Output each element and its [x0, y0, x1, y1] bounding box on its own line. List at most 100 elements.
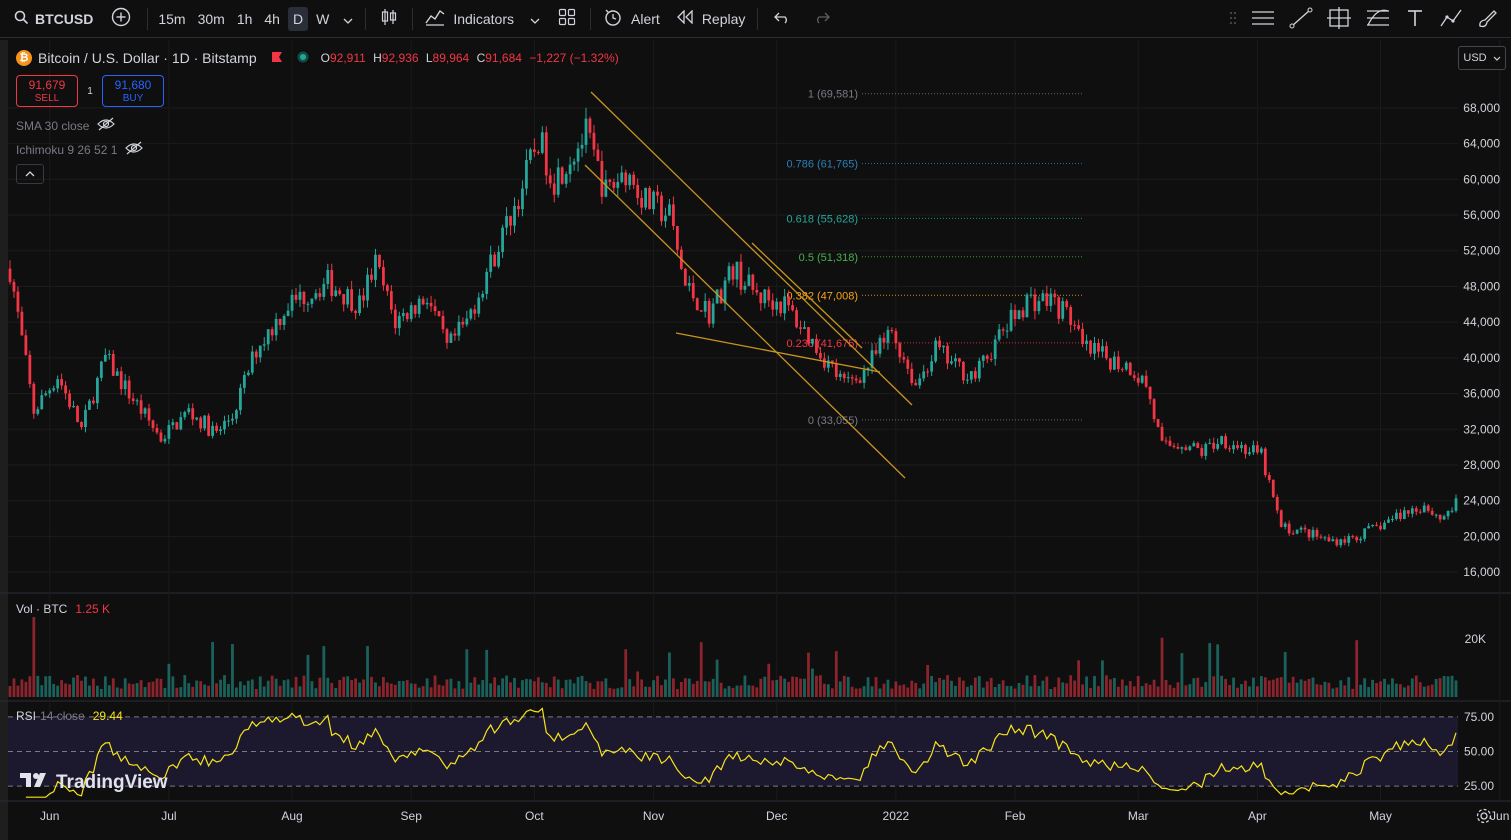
candle-body	[338, 290, 342, 295]
price-chart[interactable]: 1 (69,581) 0.786 (61,765) 0.618 (55,628) 0.…	[0, 40, 1511, 840]
candle-body	[926, 371, 930, 373]
symbol-search[interactable]: BTCUSD	[0, 0, 99, 38]
timeframe-d[interactable]: D	[287, 6, 309, 31]
crosshair-box-icon[interactable]	[1327, 6, 1351, 32]
volume-bar	[139, 680, 143, 697]
candle-body	[954, 358, 957, 362]
templates-button[interactable]	[548, 0, 586, 38]
volume-bar	[469, 682, 473, 697]
pattern-tool-icon[interactable]	[1439, 7, 1463, 32]
eye-off-icon[interactable]	[125, 141, 144, 158]
candle-body	[1351, 536, 1355, 538]
undo-button[interactable]	[762, 0, 802, 38]
rsi-axis-label: 50.00	[1464, 745, 1494, 759]
indicators-dropdown[interactable]	[522, 0, 548, 38]
text-tool-icon[interactable]	[1405, 8, 1425, 31]
candle-body	[1116, 356, 1120, 370]
change-value: −1,227 (−1.32%)	[529, 51, 619, 65]
candle-body	[993, 339, 997, 360]
timeframe-30m[interactable]: 30m	[197, 10, 225, 27]
volume-bar	[103, 676, 107, 697]
candle-body	[20, 311, 24, 336]
horizontal-lines-icon[interactable]	[1251, 8, 1275, 31]
trend-line-icon[interactable]	[1289, 7, 1313, 32]
candle-body	[8, 268, 12, 282]
candle-body	[155, 427, 159, 433]
volume-bar	[719, 682, 723, 697]
timeframe-15m[interactable]: 15m	[158, 10, 186, 27]
volume-bar	[505, 675, 508, 697]
timeframe-dropdown[interactable]	[335, 0, 361, 38]
candle-body	[898, 343, 902, 358]
volume-bar	[1089, 687, 1092, 697]
flag-icon[interactable]	[271, 50, 283, 66]
candle-body	[1220, 436, 1224, 444]
volume-bar	[1371, 679, 1374, 697]
timeframe-4h[interactable]: 4h	[264, 10, 280, 27]
settings-icon[interactable]	[1476, 808, 1492, 827]
volume-bar	[1319, 684, 1323, 697]
candle-body	[1049, 293, 1053, 306]
alert-button[interactable]: Alert	[595, 0, 668, 38]
chart-type-button[interactable]	[370, 0, 408, 38]
candle-body	[822, 358, 826, 368]
candle-body	[711, 303, 715, 324]
candle-body	[660, 195, 663, 222]
candle-body	[56, 379, 60, 389]
candle-body	[1224, 436, 1227, 449]
volume-bar	[294, 676, 298, 697]
chevron-down-icon	[343, 11, 353, 27]
volume-bar	[568, 679, 572, 697]
drag-handle-icon[interactable]	[1229, 10, 1237, 29]
currency-select[interactable]: USD	[1458, 46, 1506, 70]
tradingview-logo[interactable]: TradingView	[20, 771, 168, 795]
brush-icon[interactable]	[1477, 7, 1499, 32]
indicators-button[interactable]: Indicators	[417, 0, 522, 38]
volume-bar	[890, 688, 894, 697]
candle-body	[473, 309, 477, 314]
volume-bar	[1160, 637, 1164, 697]
candle-body	[1375, 524, 1378, 526]
volume-bar	[1061, 682, 1065, 697]
volume-bar	[1184, 685, 1188, 697]
volume-bar	[1212, 676, 1216, 697]
buy-button[interactable]: 91,680 BUY	[102, 75, 164, 107]
volume-bar	[1093, 676, 1096, 697]
sma-indicator-label[interactable]: SMA 30 close	[16, 117, 116, 134]
candle-body	[521, 188, 524, 210]
volume-bar	[914, 682, 918, 697]
top-toolbar: BTCUSD 15m 30m 1h 4h D W Indicators	[0, 0, 1511, 38]
volume-bar	[517, 687, 520, 697]
timeframe-1h[interactable]: 1h	[236, 10, 253, 27]
candle-body	[16, 291, 20, 312]
ichimoku-indicator-label[interactable]: Ichimoku 9 26 52 1	[16, 141, 144, 158]
candle-body	[743, 285, 747, 290]
redo-button[interactable]	[802, 0, 842, 38]
fib-retracement-icon[interactable]	[1365, 7, 1391, 32]
sell-button[interactable]: 91,679 SELL	[16, 75, 78, 107]
candle-body	[1009, 309, 1013, 331]
volume-bar	[425, 678, 429, 697]
volume-bar	[1180, 653, 1184, 697]
volume-bar	[334, 688, 338, 697]
candle-body	[266, 329, 270, 345]
candle-body	[632, 174, 636, 185]
volume-bar	[866, 677, 870, 697]
candle-body	[1204, 443, 1208, 456]
volume-bar	[1383, 678, 1386, 697]
collapse-legend-button[interactable]	[16, 164, 44, 184]
chevron-down-icon	[530, 11, 540, 27]
compare-symbol-button[interactable]	[99, 0, 143, 38]
eye-off-icon[interactable]	[97, 117, 116, 134]
candle-body	[441, 315, 445, 330]
replay-button[interactable]: Replay	[668, 0, 754, 38]
candle-body	[1208, 442, 1212, 444]
legend-title[interactable]: Bitcoin / U.S. Dollar · 1D · Bitstamp	[38, 50, 257, 66]
replay-label: Replay	[701, 10, 746, 27]
open-value: 92,911	[329, 51, 366, 65]
timeframe-w[interactable]: W	[316, 10, 330, 27]
volume-bar	[1263, 677, 1267, 697]
candle-body	[540, 132, 544, 153]
candle-body	[1005, 330, 1009, 332]
candle-body	[1101, 346, 1104, 352]
